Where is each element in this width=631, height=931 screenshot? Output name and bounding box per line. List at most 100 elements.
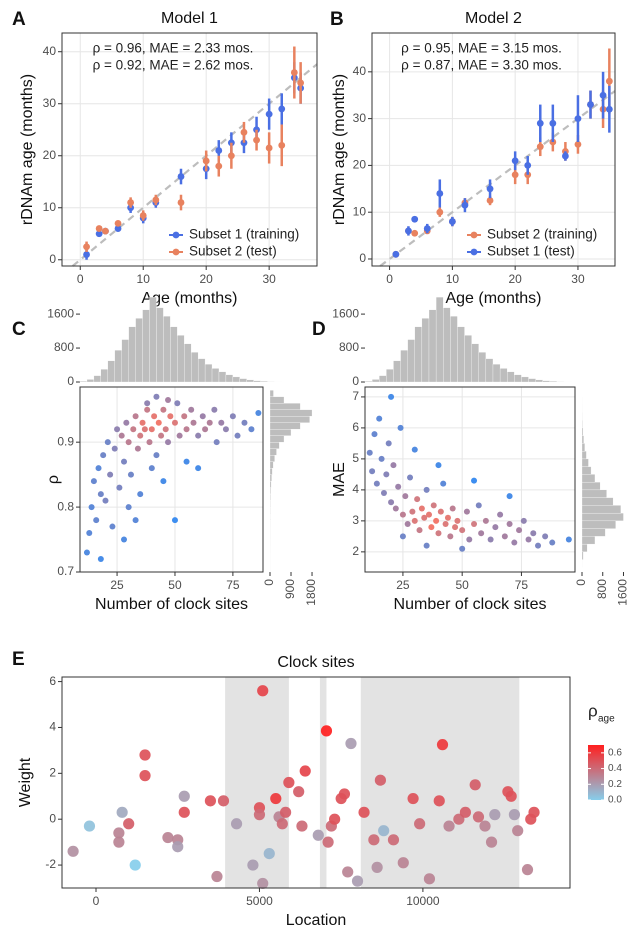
data-point xyxy=(448,218,456,225)
histogram-bar xyxy=(393,360,401,383)
y-tick-label: 0 xyxy=(359,251,366,265)
data-point xyxy=(167,413,174,420)
data-point xyxy=(213,439,220,446)
histogram-bar xyxy=(107,360,115,383)
histogram-bar xyxy=(581,528,606,537)
data-point xyxy=(123,419,130,426)
data-point xyxy=(211,870,223,883)
histogram-bar xyxy=(428,309,437,383)
data-point xyxy=(436,190,444,197)
y-tick-label: 30 xyxy=(353,111,367,125)
histogram-bar xyxy=(253,380,261,383)
data-point xyxy=(290,69,298,76)
x-tick-label: 0 xyxy=(574,579,588,586)
data-point xyxy=(443,820,455,832)
y-tick-label: 30 xyxy=(43,96,57,110)
x-axis-title: Age (months) xyxy=(141,290,237,307)
data-point xyxy=(174,400,181,407)
data-point xyxy=(395,483,402,490)
data-point xyxy=(100,452,107,459)
identity-line xyxy=(72,63,318,267)
data-point xyxy=(297,79,305,87)
histogram-bar xyxy=(581,450,587,460)
data-point xyxy=(369,468,376,475)
colorbar-tick-label: 0.4 xyxy=(608,763,622,774)
histogram-bar xyxy=(581,481,601,491)
x-tick-label: 75 xyxy=(226,578,240,592)
shaded-region xyxy=(225,677,289,888)
data-point xyxy=(512,825,524,837)
data-point xyxy=(525,536,532,543)
data-point xyxy=(217,795,230,807)
annotation: ρ = 0.87, MAE = 3.30 mos. xyxy=(401,58,562,73)
data-point xyxy=(202,426,209,433)
data-point xyxy=(113,827,125,839)
data-point xyxy=(88,504,95,511)
data-point xyxy=(114,219,122,227)
data-point xyxy=(399,533,406,540)
y-tick-label: 800 xyxy=(339,340,359,354)
histogram-bar xyxy=(163,316,171,383)
histogram-bar xyxy=(170,326,178,383)
colorbar-tick-label: 0.6 xyxy=(608,747,622,758)
data-point xyxy=(104,439,111,446)
annotation: ρ = 0.96, MAE = 2.33 mos. xyxy=(93,41,254,56)
data-point xyxy=(536,119,544,127)
x-tick-label: 10 xyxy=(446,272,460,286)
data-point xyxy=(368,834,380,846)
data-point xyxy=(296,820,308,832)
data-point xyxy=(148,465,155,472)
data-point xyxy=(253,136,260,144)
y-tick-label: 10 xyxy=(353,204,367,218)
data-point xyxy=(516,527,523,534)
histogram-bar xyxy=(581,474,596,483)
x-tick-label: 5000 xyxy=(246,894,273,908)
histogram-bar xyxy=(400,350,408,383)
data-point xyxy=(276,818,288,830)
data-point xyxy=(139,419,146,426)
histogram-bar xyxy=(581,512,624,522)
histogram-bar xyxy=(581,551,584,560)
y-tick-label: 4 xyxy=(49,720,56,734)
histogram-bar xyxy=(581,458,589,467)
data-point xyxy=(67,845,79,857)
legend-swatch xyxy=(470,231,478,239)
plot-border xyxy=(364,386,576,573)
data-point xyxy=(206,419,213,426)
data-point xyxy=(188,406,195,413)
data-point xyxy=(549,539,556,546)
data-point xyxy=(374,774,386,786)
legend-label: Subset 2 (test) xyxy=(189,244,277,259)
histogram-bar xyxy=(232,376,240,383)
data-point xyxy=(177,173,185,180)
y-tick-label: 10 xyxy=(43,200,57,214)
data-point xyxy=(447,533,454,540)
data-point xyxy=(121,458,128,465)
data-point xyxy=(383,471,390,478)
data-point xyxy=(489,809,501,821)
data-point xyxy=(293,786,305,798)
histogram-bar xyxy=(93,375,101,383)
x-tick-label: 0 xyxy=(77,272,84,286)
data-point xyxy=(549,119,557,127)
y-tick-label: 0.8 xyxy=(57,499,74,513)
data-point xyxy=(351,875,364,887)
histogram-bar xyxy=(269,455,275,462)
data-point xyxy=(378,825,390,837)
data-point xyxy=(190,419,197,426)
data-point xyxy=(312,829,324,841)
plot-border xyxy=(79,386,264,573)
colorbar-tick-label: 0.2 xyxy=(608,779,622,790)
data-point xyxy=(435,462,442,469)
data-point xyxy=(130,426,137,433)
data-point xyxy=(414,496,421,503)
data-point xyxy=(528,806,540,818)
data-point xyxy=(459,527,466,534)
data-point xyxy=(428,524,435,531)
data-point xyxy=(440,480,447,487)
data-point xyxy=(524,171,532,179)
y-tick-label: 20 xyxy=(353,158,367,172)
data-point xyxy=(409,508,416,515)
data-point xyxy=(433,795,445,807)
data-point xyxy=(134,445,141,452)
